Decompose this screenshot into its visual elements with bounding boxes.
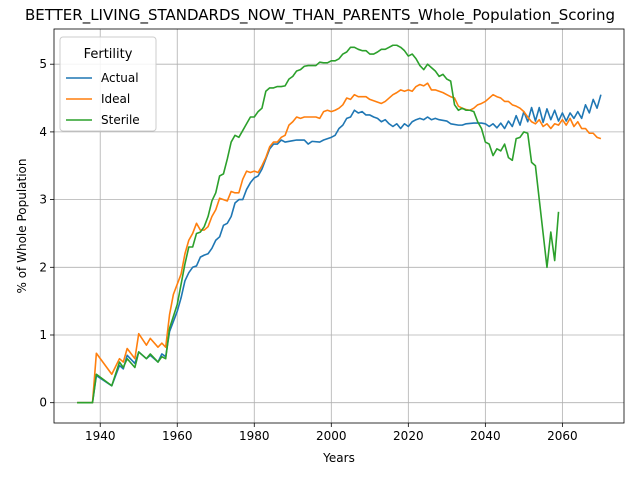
- legend-box: [59, 36, 157, 132]
- x-tick-label: 2060: [547, 429, 578, 443]
- x-tick-label: 1960: [162, 429, 193, 443]
- x-tick-label: 1980: [239, 429, 270, 443]
- x-axis-ticks: 1940 1960 1980 2000 2020 2040 2060: [85, 423, 578, 443]
- y-axis-label: % of Whole Population: [15, 159, 29, 294]
- series-line-actual: [77, 94, 602, 404]
- legend-title: Fertility: [84, 47, 133, 62]
- chart-title: BETTER_LIVING_STANDARDS_NOW_THAN_PARENTS…: [25, 6, 615, 25]
- x-tick-label: 2000: [316, 429, 347, 443]
- x-axis-label: Years: [322, 451, 355, 465]
- legend-label-ideal: Ideal: [101, 92, 130, 106]
- plot-frame: [53, 28, 625, 424]
- legend: Fertility Actual Ideal Sterile: [59, 36, 157, 132]
- x-tick-label: 1940: [85, 429, 116, 443]
- series-line-sterile: [77, 44, 560, 404]
- y-tick-label: 2: [39, 260, 47, 274]
- x-tick-label: 2040: [470, 429, 501, 443]
- x-tick-label: 2020: [393, 429, 424, 443]
- legend-label-actual: Actual: [101, 71, 139, 85]
- legend-label-sterile: Sterile: [101, 113, 140, 127]
- y-tick-label: 4: [39, 125, 47, 139]
- y-tick-label: 3: [39, 193, 47, 207]
- y-axis-ticks: 0 1 2 3 4 5: [39, 57, 54, 410]
- series-line-ideal: [77, 82, 602, 404]
- series-layer: [77, 44, 602, 404]
- legend-items: Actual Ideal Sterile: [66, 71, 140, 127]
- grid-lines: [54, 29, 624, 423]
- y-tick-label: 0: [39, 396, 47, 410]
- y-tick-label: 5: [39, 57, 47, 71]
- y-tick-label: 1: [39, 328, 47, 342]
